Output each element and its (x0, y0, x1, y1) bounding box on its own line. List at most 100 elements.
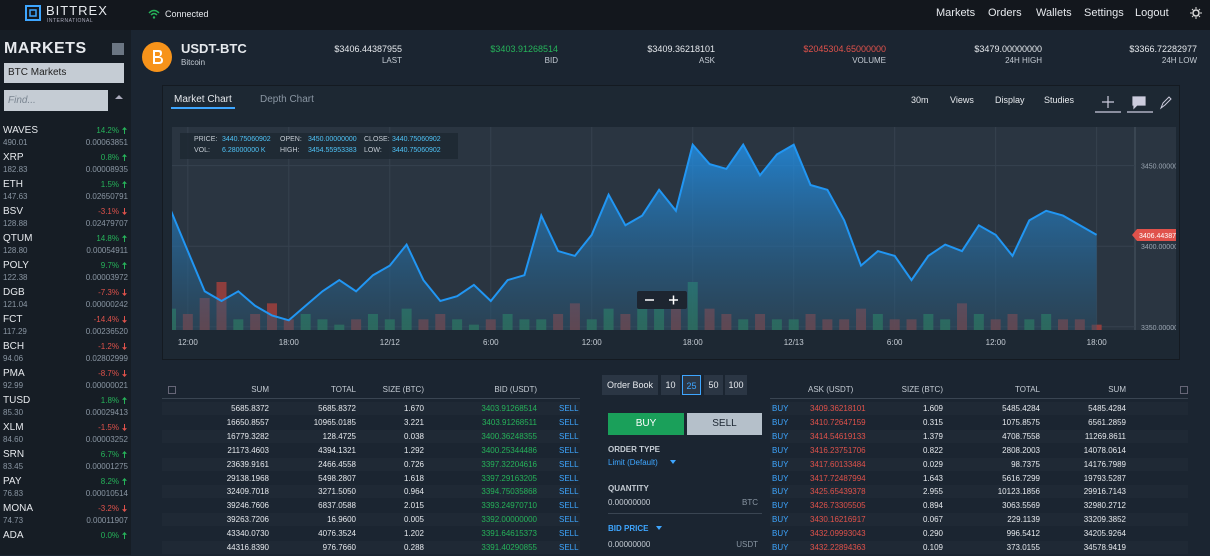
buy-action[interactable]: BUY (772, 431, 789, 441)
chart-control[interactable]: Studies (1044, 95, 1075, 105)
market-row[interactable]: BCH -1.2% 94.06 0.02802999 (0, 340, 131, 367)
market-change: 8.2% (100, 477, 119, 486)
bid-sum: 16779.3282 (226, 431, 269, 441)
depth-option[interactable]: 50 (704, 375, 723, 395)
market-row[interactable]: FCT -14.4% 117.29 0.00236520 (0, 313, 131, 340)
chart-tab[interactable]: Market Chart (171, 94, 235, 109)
ask-row[interactable]: BUY 3417.72487994 1.643 5616.7299 19793.5287 (770, 471, 1188, 485)
sell-action[interactable]: SELL (559, 529, 579, 539)
buy-action[interactable]: BUY (772, 543, 789, 552)
market-row[interactable]: POLY 9.7% 122.38 0.00003972 (0, 259, 131, 286)
buy-action[interactable]: BUY (772, 487, 789, 497)
market-row[interactable]: PMA -8.7% 92.99 0.00000021 (0, 367, 131, 394)
sell-action[interactable]: SELL (559, 473, 579, 483)
bid-row[interactable]: 32409.7018 3271.5050 0.964 3394.75035868 SEL… (162, 485, 580, 499)
bid-total: 10965.0185 (313, 417, 356, 427)
buy-action[interactable]: BUY (772, 501, 789, 511)
ask-row[interactable]: BUY 3414.54619133 1.379 4708.7558 11269.8611 (770, 429, 1188, 443)
market-row[interactable]: WAVES 14.2% 490.01 0.00063851 (0, 124, 131, 151)
price-input[interactable]: 0.00000000 (608, 540, 651, 549)
market-row[interactable]: ETH 1.5% 147.63 0.02650791 (0, 178, 131, 205)
market-row[interactable]: QTUM 14.8% 128.80 0.00054911 (0, 232, 131, 259)
market-row[interactable]: DGB -7.3% 121.04 0.00000242 (0, 286, 131, 313)
buy-action[interactable]: BUY (772, 473, 789, 483)
ask-row[interactable]: BUY 3416.23751706 0.822 2808.2003 14078.0614 (770, 443, 1188, 457)
ask-row[interactable]: BUY 3430.16216917 0.067 229.1139 33209.3852 (770, 513, 1188, 527)
quantity-input[interactable]: 0.00000000 (608, 498, 651, 507)
nav-link[interactable]: Wallets (1036, 7, 1072, 19)
market-row[interactable]: BSV -3.1% 128.88 0.02479707 (0, 205, 131, 232)
sell-action[interactable]: SELL (559, 459, 579, 469)
ask-sum: 11269.8611 (1084, 431, 1126, 441)
order-type-select[interactable]: Limit (Default) (608, 458, 658, 467)
settings-icon[interactable] (1190, 7, 1202, 19)
market-change: 1.8% (100, 396, 119, 405)
sell-button[interactable]: SELL (687, 413, 762, 435)
market-row[interactable]: TUSD 1.8% 85.30 0.00029413 (0, 394, 131, 421)
ask-row[interactable]: BUY 3426.73305505 0.894 3063.5569 32980.2712 (770, 499, 1188, 513)
ask-row[interactable]: BUY 3432.09993043 0.290 996.5412 34205.9264 (770, 527, 1188, 541)
depth-option[interactable]: 10 (661, 375, 680, 395)
market-row[interactable]: PAY 8.2% 76.83 0.00010514 (0, 475, 131, 502)
quantity-label: QUANTITY (608, 484, 649, 493)
buy-action[interactable]: BUY (772, 459, 789, 469)
price-tag-label: 3406.44387955 (1139, 233, 1176, 240)
bid-row[interactable]: 5685.8372 5685.8372 1.670 3403.91268514 SELL (162, 402, 580, 415)
ask-row[interactable]: BUY 3432.22894363 0.109 373.0155 34578.9419 (770, 541, 1188, 554)
bid-row[interactable]: 43340.0730 4076.3524 1.202 3391.64615373 SEL… (162, 527, 580, 541)
chart-control[interactable]: 30m (911, 95, 929, 105)
buy-action[interactable]: BUY (772, 529, 789, 539)
buy-action[interactable]: BUY (772, 417, 789, 427)
bid-row[interactable]: 16650.8557 10965.0185 3.221 3403.91268511 SE… (162, 415, 580, 429)
bid-row[interactable]: 44316.8390 976.7660 0.288 3391.40290855 SELL (162, 541, 580, 554)
bid-row[interactable]: 16779.3282 128.4725 0.038 3400.36248355 SELL (162, 429, 580, 443)
nav-link[interactable]: Logout (1135, 7, 1169, 19)
ask-size: 1.643 (922, 473, 943, 483)
bid-row[interactable]: 29138.1968 5498.2807 1.618 3397.29163205 SEL… (162, 471, 580, 485)
sell-action[interactable]: SELL (559, 431, 579, 441)
nav-link[interactable]: Settings (1084, 7, 1124, 19)
chart-tools[interactable] (1093, 91, 1173, 113)
market-row[interactable]: SRN 6.7% 83.45 0.00001275 (0, 448, 131, 475)
price-unit: USDT (736, 540, 758, 549)
bid-row[interactable]: 39263.7206 16.9600 0.005 3392.00000000 SELL (162, 513, 580, 527)
buy-action[interactable]: BUY (772, 445, 789, 455)
bid-size: 0.964 (403, 487, 424, 497)
depth-option[interactable]: 25 (682, 375, 701, 395)
chart-tab[interactable]: Depth Chart (260, 94, 314, 105)
chart-control[interactable]: Views (950, 95, 974, 105)
market-row[interactable]: XLM -1.5% 84.60 0.00003252 (0, 421, 131, 448)
sell-action[interactable]: SELL (559, 404, 579, 413)
nav-link[interactable]: Orders (988, 7, 1022, 19)
sell-action[interactable]: SELL (559, 417, 579, 427)
bid-price: 3403.91268514 (481, 404, 537, 413)
sell-action[interactable]: SELL (559, 501, 579, 511)
collapse-button[interactable] (112, 43, 124, 55)
ask-row[interactable]: BUY 3417.60133484 0.029 98.7375 14176.7989 (770, 457, 1188, 471)
sell-action[interactable]: SELL (559, 543, 579, 552)
bid-row[interactable]: 39246.7606 6837.0588 2.015 3393.24970710 SEL… (162, 499, 580, 513)
ask-row[interactable]: BUY 3409.36218101 1.609 5485.4284 5485.4284 (770, 402, 1188, 415)
bid-row[interactable]: 21173.4603 4394.1321 1.292 3400.25344486 SEL… (162, 443, 580, 457)
buy-button[interactable]: BUY (608, 413, 684, 435)
bid-size: 0.288 (403, 543, 424, 552)
ask-row[interactable]: BUY 3425.65439378 2.955 10123.1856 29916.714… (770, 485, 1188, 499)
chart-control[interactable]: Display (995, 95, 1025, 105)
ask-sum: 29916.7143 (1083, 487, 1126, 497)
ask-size: 2.955 (922, 487, 943, 497)
sell-action[interactable]: SELL (559, 445, 579, 455)
market-row[interactable]: XRP 0.8% 182.83 0.00008935 (0, 151, 131, 178)
market-selector[interactable]: BTC Markets (4, 63, 124, 83)
nav-link[interactable]: Markets (936, 7, 976, 19)
order-book-tab[interactable]: Order Book (602, 375, 658, 395)
market-row[interactable]: MONA -3.2% 74.73 0.00011907 (0, 502, 131, 529)
bid-row[interactable]: 23639.9161 2466.4558 0.726 3397.32204616 SEL… (162, 457, 580, 471)
depth-option[interactable]: 100 (725, 375, 747, 395)
buy-action[interactable]: BUY (772, 404, 789, 413)
market-row[interactable]: ADA 0.0% (0, 529, 131, 556)
ask-row[interactable]: BUY 3410.72647159 0.315 1075.8575 6561.2859 (770, 415, 1188, 429)
sell-action[interactable]: SELL (559, 515, 579, 525)
sell-action[interactable]: SELL (559, 487, 579, 497)
buy-action[interactable]: BUY (772, 515, 789, 525)
search-input[interactable]: Find... (4, 90, 108, 111)
